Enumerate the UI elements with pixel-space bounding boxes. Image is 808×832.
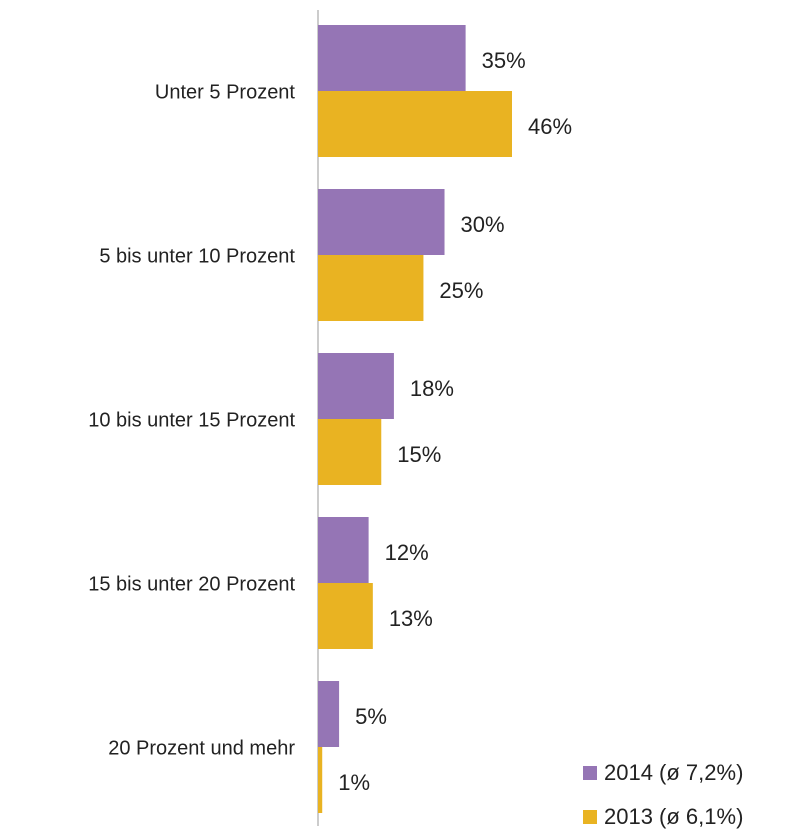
bar xyxy=(318,189,445,255)
value-label: 5% xyxy=(355,704,387,729)
bar xyxy=(318,255,424,321)
bar xyxy=(318,25,466,91)
category-label: 20 Prozent und mehr xyxy=(108,737,295,759)
legend-swatch xyxy=(583,766,597,780)
value-label: 13% xyxy=(389,606,433,631)
value-label: 15% xyxy=(397,442,441,467)
legend-label: 2014 (ø 7,2%) xyxy=(604,760,743,785)
bar xyxy=(318,681,340,747)
value-label: 18% xyxy=(410,376,454,401)
category-label: 10 bis unter 15 Prozent xyxy=(88,409,295,431)
bar xyxy=(318,353,394,419)
legend-label: 2013 (ø 6,1%) xyxy=(604,804,743,829)
value-label: 46% xyxy=(528,114,572,139)
bar xyxy=(318,517,369,583)
value-label: 25% xyxy=(439,278,483,303)
bar xyxy=(318,419,382,485)
category-label: 5 bis unter 10 Prozent xyxy=(99,245,295,267)
value-label: 30% xyxy=(461,212,505,237)
value-label: 35% xyxy=(482,48,526,73)
bar xyxy=(318,583,373,649)
bar xyxy=(318,747,323,813)
value-label: 1% xyxy=(338,770,370,795)
category-label: 15 bis unter 20 Prozent xyxy=(88,573,295,595)
bar xyxy=(318,91,512,157)
legend-swatch xyxy=(583,810,597,824)
category-label: Unter 5 Prozent xyxy=(155,81,296,103)
value-label: 12% xyxy=(385,540,429,565)
